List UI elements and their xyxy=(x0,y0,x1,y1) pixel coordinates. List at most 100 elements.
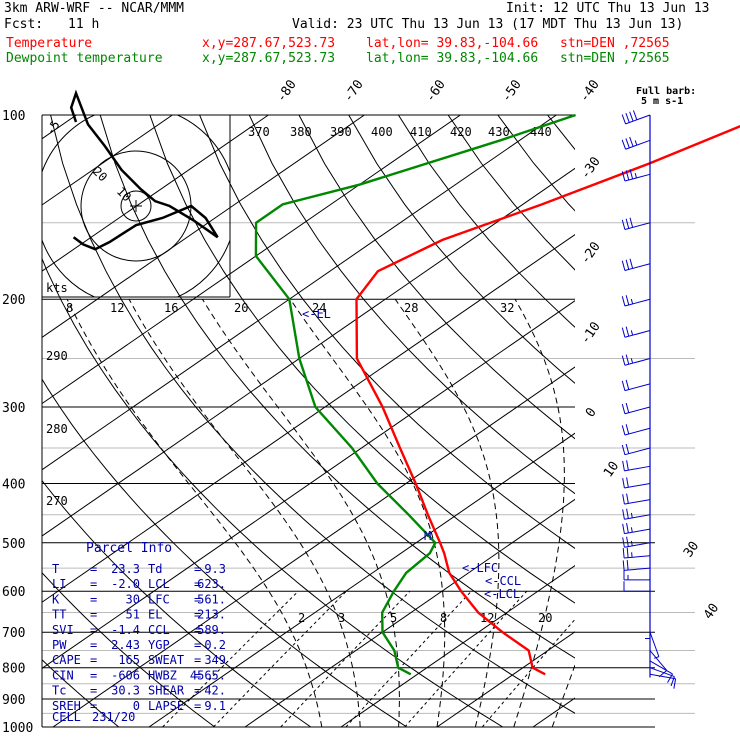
wind-barb-100 xyxy=(621,110,651,125)
mixing-ratio-8 xyxy=(345,590,472,727)
barb-flag xyxy=(621,139,627,150)
ccl-marker: <-CCL xyxy=(485,574,521,588)
theta-label-410: 410 xyxy=(410,125,432,139)
parcel-label-tc: Tc xyxy=(52,684,66,698)
barb-half-flag xyxy=(634,172,637,179)
pressure-label-700: 700 xyxy=(2,626,25,641)
isotherm--90 xyxy=(42,115,269,272)
wind-barb-300 xyxy=(621,402,651,415)
parcel-value-ccl: 589. xyxy=(197,623,226,637)
pressure-label-100: 100 xyxy=(2,109,25,124)
parcel-value-sweat: 349 xyxy=(204,653,226,667)
dry-adiabat-440 xyxy=(697,115,740,727)
moist-adiabat-label-28: 28 xyxy=(404,301,418,315)
lfc-marker: <-LFC xyxy=(462,561,498,575)
legend-dewpoint-latlon: lat,lon= 39.83,-104.66 xyxy=(366,51,539,66)
pressure-label-500: 500 xyxy=(2,537,25,552)
isotherm--100 xyxy=(42,115,173,206)
parcel-value-tt: 51 xyxy=(126,608,140,622)
parcel-info-box: Parcel Info CELL 231/20 T = 23.3 Td = 9.3LI = -… xyxy=(52,541,226,724)
dry-adiabat-270 xyxy=(42,572,216,727)
parcel-equals: = xyxy=(90,592,97,606)
cell-value: 231/20 xyxy=(92,710,135,724)
barb-flag xyxy=(626,560,629,571)
barb-flag xyxy=(625,218,630,229)
pressure-label-800: 800 xyxy=(2,662,25,677)
pressure-label-600: 600 xyxy=(2,585,25,600)
barb-flag xyxy=(621,327,626,338)
forecast-label: Fcst: xyxy=(4,17,44,32)
isotherm--50 xyxy=(42,167,575,537)
barb-half-flag xyxy=(630,527,633,533)
wind-barb-425 xyxy=(622,493,651,505)
parcel-equals: = xyxy=(90,608,97,622)
barb-flag xyxy=(622,509,625,520)
barb-flag xyxy=(621,380,626,391)
lcl-marker: <-LCL xyxy=(484,587,520,601)
parcel-label-cin: CIN xyxy=(52,668,74,682)
dry-adiabat-280 xyxy=(42,479,312,727)
parcel-equals: = xyxy=(90,684,97,698)
isotherm-label--50: -50 xyxy=(499,77,525,105)
theta-label-270: 270 xyxy=(46,494,68,508)
wind-barb-375 xyxy=(622,460,651,472)
dry-adiabat-340 xyxy=(199,115,575,549)
mixing-ratio-12 xyxy=(404,590,528,727)
barb-flag xyxy=(625,259,630,270)
isotherm-label-0: 0 xyxy=(583,405,600,420)
barb-half-flag xyxy=(634,140,638,146)
isotherm-label--30: -30 xyxy=(578,154,604,182)
legend-temperature-xy: x,y=287.67,523.73 xyxy=(202,36,336,51)
barb-flag xyxy=(629,136,634,147)
barb-staff xyxy=(649,660,673,675)
wind-barb-200 xyxy=(621,295,651,307)
theta-label-290: 290 xyxy=(46,349,68,363)
isotherm-label-40: 40 xyxy=(701,601,722,622)
parcel-value-el: 213. xyxy=(197,608,226,622)
barb-flag xyxy=(629,111,634,122)
parcel-value-li: -2.0 xyxy=(111,577,140,591)
parcel-value-shear: 42. xyxy=(204,684,226,698)
barb-flag xyxy=(621,425,626,436)
isotherm-30 xyxy=(532,697,575,727)
wind-barb-350 xyxy=(621,443,651,456)
mixing-ratio-label-2: 2 xyxy=(298,611,305,625)
moist-adiabat-20 xyxy=(289,298,446,727)
parcel-equals: = xyxy=(194,623,201,637)
theta-label-400: 400 xyxy=(371,125,393,139)
isotherm--80 xyxy=(42,115,365,338)
parcel-equals: = xyxy=(194,684,201,698)
barb-flag xyxy=(621,355,626,366)
parcel-label-ccl: CCL xyxy=(148,623,170,637)
wind-barb-550 xyxy=(622,560,651,571)
barb-flag xyxy=(621,444,626,455)
isotherm--10 xyxy=(148,432,575,727)
wind-barb-475 xyxy=(622,523,651,535)
barb-flag xyxy=(621,114,627,125)
barb-flag xyxy=(625,424,630,435)
parcel-label-ygp: YGP xyxy=(148,638,170,652)
dry-adiabat-350 xyxy=(248,115,575,495)
barb-flag xyxy=(629,258,634,269)
wind-barb-700 xyxy=(649,632,660,659)
barb-flag xyxy=(622,478,625,489)
parcel-value-lfc: 561. xyxy=(197,592,226,606)
hodograph: kts 20 10 xyxy=(42,89,231,298)
parcel-value-sreh: 0 xyxy=(133,699,140,713)
parcel-label-lapse: LAPSE xyxy=(148,699,184,713)
isotherm-50 xyxy=(725,115,740,727)
pressure-label-200: 200 xyxy=(2,293,25,308)
dewpoint-profile xyxy=(254,113,576,676)
wind-barb-150 xyxy=(621,217,651,230)
isotherm-label-edge: -5 xyxy=(43,118,63,138)
isotherm-label--80: -80 xyxy=(274,77,300,105)
barb-flag xyxy=(626,523,629,534)
barb-staff xyxy=(625,114,651,125)
dry-adiabat-410 xyxy=(547,115,575,151)
barb-flag xyxy=(625,170,630,181)
parcel-equals: = xyxy=(194,562,201,576)
temperature-profile xyxy=(355,125,740,676)
parcel-label-el: EL xyxy=(148,608,162,622)
parcel-equals: = xyxy=(90,699,97,713)
barb-flag xyxy=(622,547,625,559)
